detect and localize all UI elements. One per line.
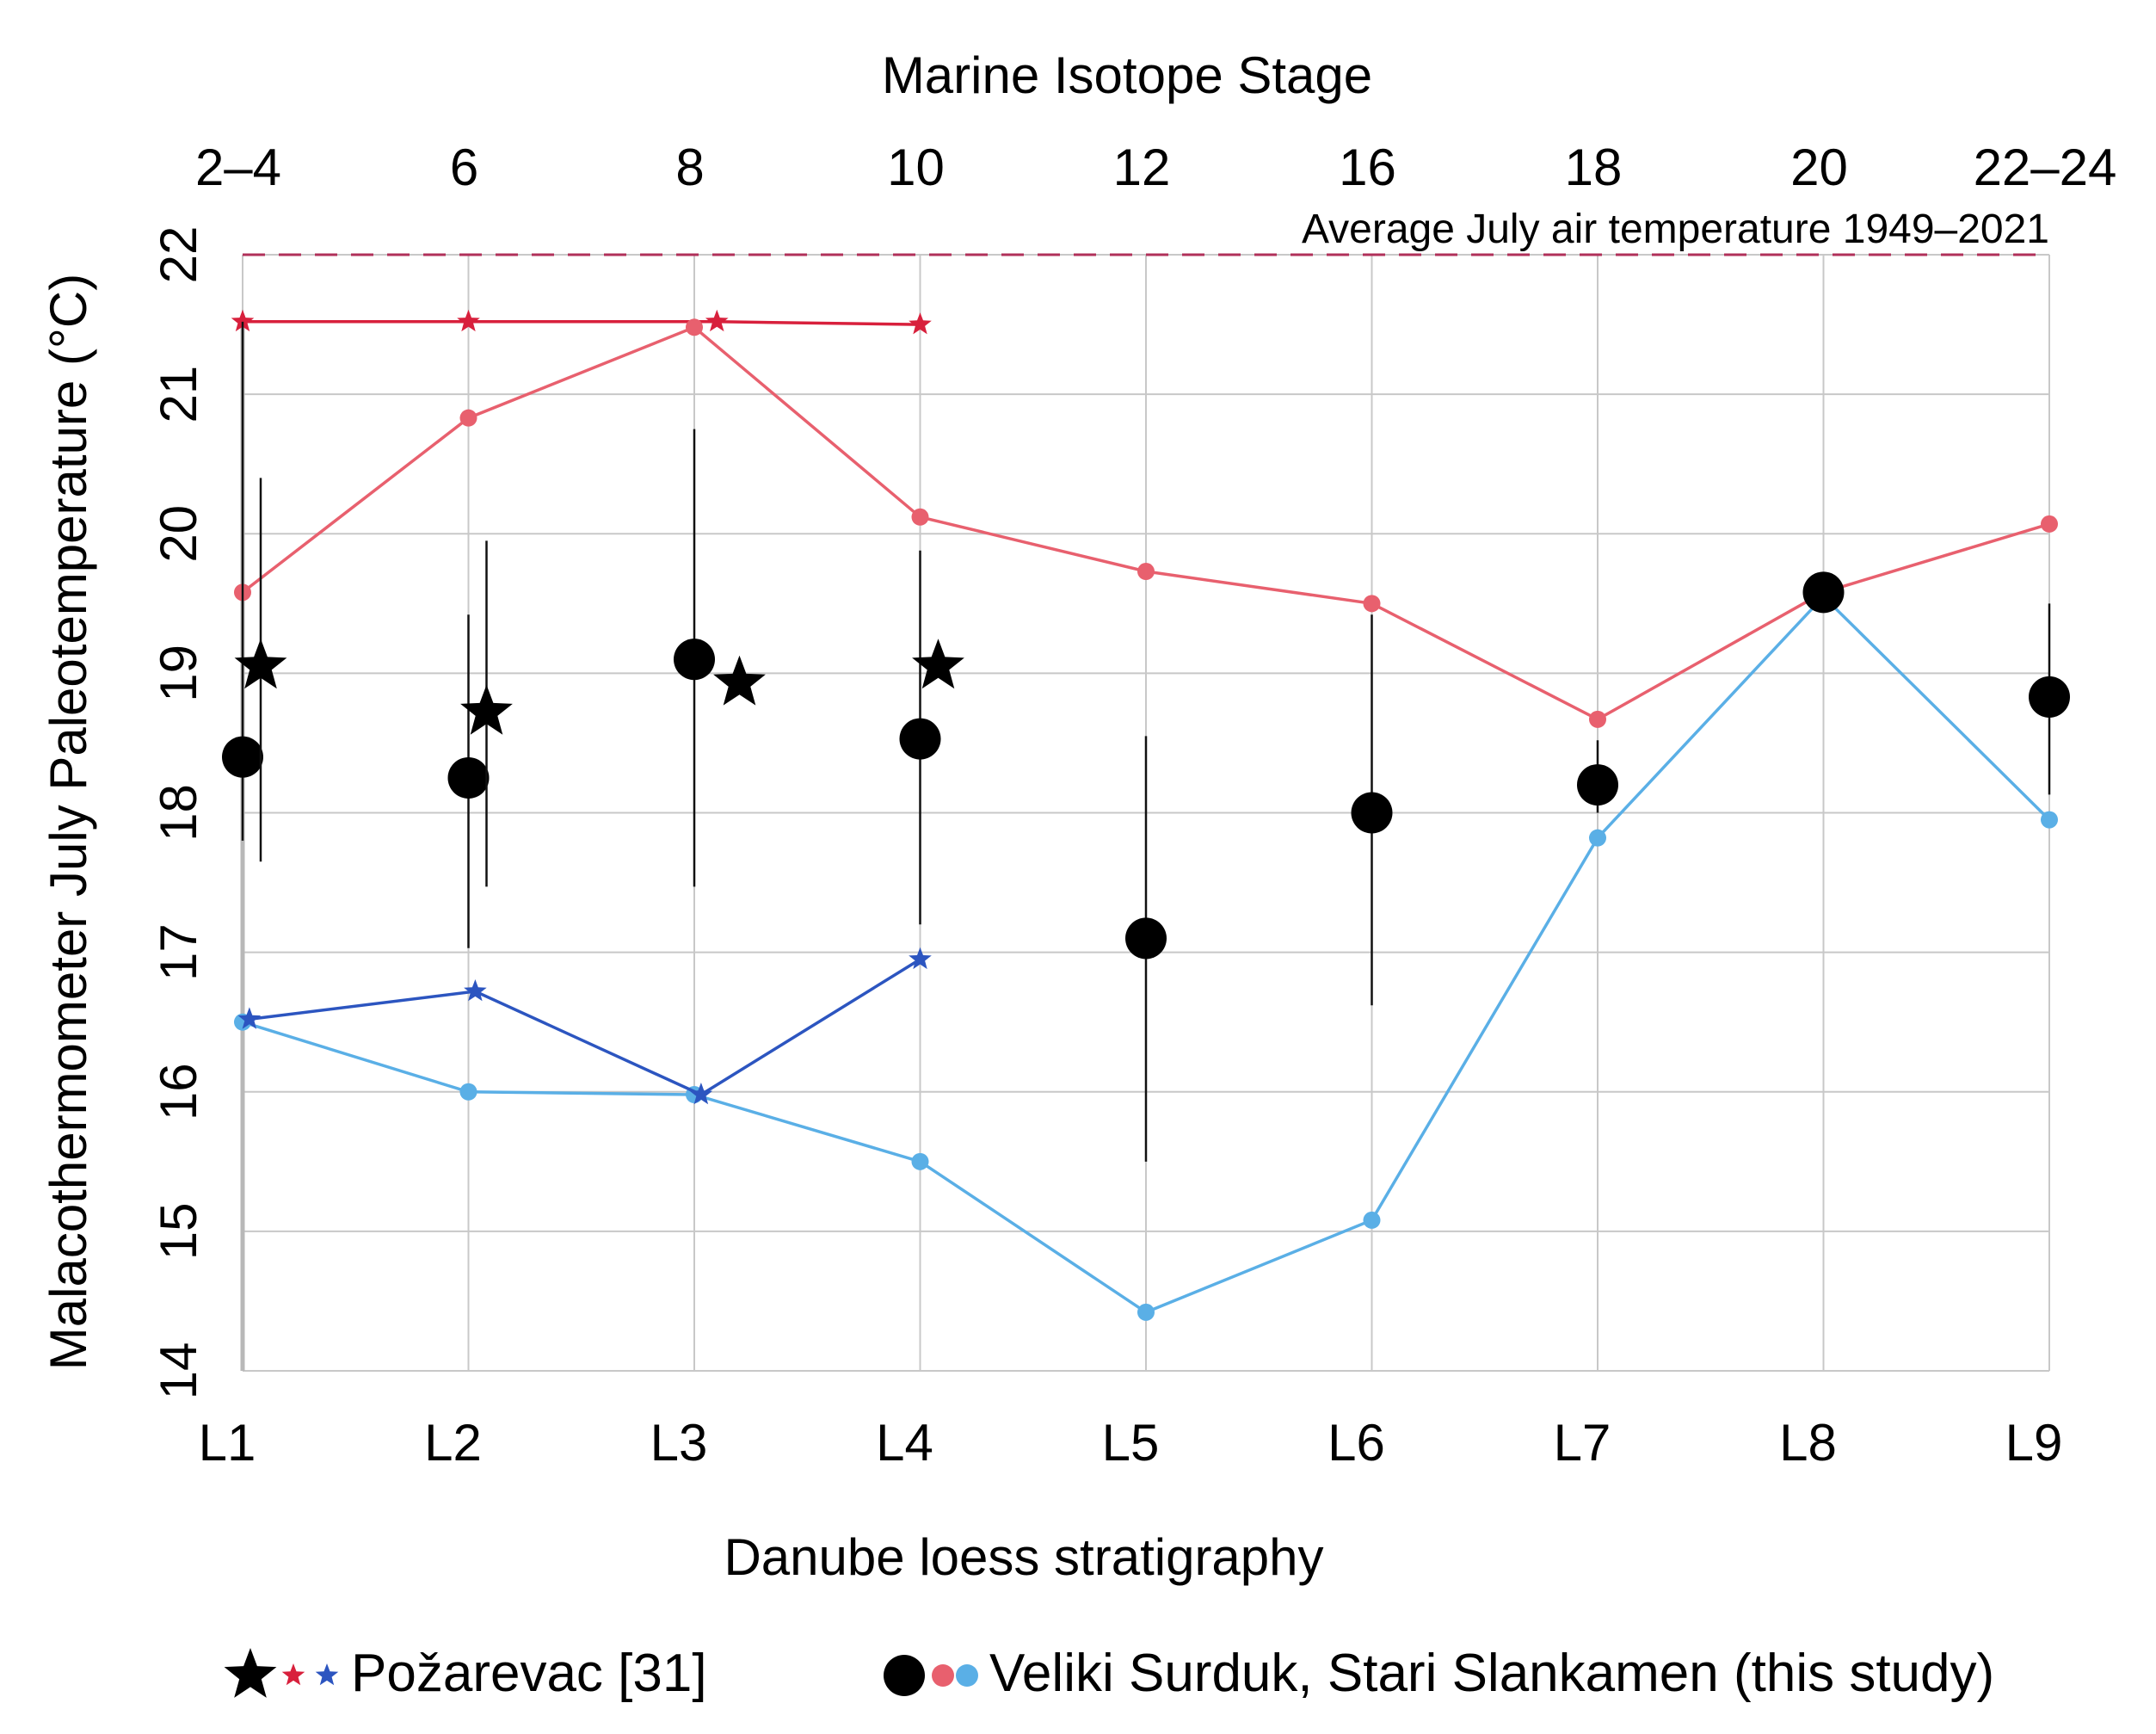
data-point bbox=[705, 309, 729, 332]
data-point bbox=[686, 318, 703, 336]
data-point bbox=[1125, 917, 1167, 960]
data-point bbox=[237, 1007, 262, 1029]
data-point bbox=[459, 1083, 477, 1101]
data-point bbox=[1363, 595, 1381, 613]
legend-item-pozarevac: Požarevac [31] bbox=[224, 1644, 707, 1703]
data-point bbox=[1137, 563, 1155, 581]
data-point bbox=[460, 684, 513, 735]
data-point bbox=[911, 508, 929, 526]
x-tick-label: L3 bbox=[650, 1414, 708, 1472]
data-point bbox=[459, 409, 477, 427]
x-tick-label: L8 bbox=[1779, 1414, 1837, 1472]
data-point bbox=[222, 736, 263, 778]
reference-line-group: Average July air temperature 1949–2021 bbox=[243, 207, 2049, 256]
series bbox=[222, 309, 2070, 1321]
series-2 bbox=[222, 321, 2070, 1162]
data-point bbox=[1137, 1303, 1155, 1321]
data-point bbox=[2041, 811, 2058, 829]
data-point bbox=[1589, 829, 1606, 847]
top-tick-label: 2–4 bbox=[195, 139, 281, 196]
series-line bbox=[243, 320, 921, 326]
data-point bbox=[1577, 764, 1618, 806]
top-tick-label: 6 bbox=[450, 139, 478, 196]
data-point bbox=[674, 639, 715, 681]
x-tick-label: L6 bbox=[1327, 1414, 1385, 1472]
top-tick-label: 22–24 bbox=[1974, 139, 2117, 196]
y-tick-label: 19 bbox=[150, 645, 207, 702]
data-point bbox=[909, 947, 932, 970]
data-point bbox=[899, 718, 941, 760]
top-tick-label: 12 bbox=[1113, 139, 1171, 196]
y-tick-label: 16 bbox=[150, 1063, 207, 1120]
x-tick-label: L9 bbox=[2005, 1414, 2063, 1472]
legend-marker-black-star bbox=[224, 1648, 277, 1698]
legend-item-veliki-surduk: Veliki Surduk, Stari Slankamen (this stu… bbox=[884, 1644, 1994, 1703]
top-axis-title: Marine Isotope Stage bbox=[882, 46, 1372, 104]
legend-marker-red-dot bbox=[932, 1664, 954, 1687]
legend-marker-black-dot bbox=[884, 1655, 925, 1696]
series-5 bbox=[234, 478, 964, 887]
series-0 bbox=[234, 318, 2058, 728]
data-point bbox=[447, 756, 490, 799]
series-3 bbox=[231, 309, 932, 335]
legend-marker-blue-dot bbox=[956, 1664, 978, 1687]
y-tick-label: 22 bbox=[150, 226, 207, 284]
data-point bbox=[1802, 571, 1845, 614]
y-tick-label: 17 bbox=[150, 923, 207, 981]
data-point bbox=[912, 639, 964, 689]
legend-marker-red-star bbox=[281, 1663, 305, 1686]
legend-label-pozarevac: Požarevac [31] bbox=[351, 1644, 707, 1703]
axes: 14 15 16 17 18 19 20 21 22 L1 L2 L3 L4 L5 L6 L7 L8 L9 2–4 6… bbox=[150, 139, 2116, 1472]
reference-line-label: Average July air temperature 1949–2021 bbox=[1302, 207, 2049, 252]
series-line bbox=[249, 958, 921, 1096]
legend-marker-blue-star bbox=[315, 1663, 339, 1686]
data-point bbox=[2041, 515, 2058, 533]
data-point bbox=[909, 312, 932, 335]
data-point bbox=[911, 1152, 929, 1170]
top-tick-label: 16 bbox=[1339, 139, 1396, 196]
top-tick-label: 20 bbox=[1790, 139, 1848, 196]
data-point bbox=[713, 655, 766, 706]
data-point bbox=[234, 639, 287, 689]
y-tick-label: 18 bbox=[150, 784, 207, 842]
x-tick-label: L4 bbox=[876, 1414, 933, 1472]
x-tick-label: L2 bbox=[424, 1414, 482, 1472]
y-tick-label: 15 bbox=[150, 1203, 207, 1261]
series-1 bbox=[234, 588, 2058, 1321]
y-tick-label: 14 bbox=[150, 1342, 207, 1400]
x-tick-label: L5 bbox=[1102, 1414, 1160, 1472]
data-point bbox=[689, 1083, 713, 1105]
data-point bbox=[2029, 676, 2070, 718]
top-tick-label: 10 bbox=[887, 139, 945, 196]
series-4 bbox=[237, 947, 932, 1105]
y-axis-title: Malacothermometer July Paleotemperature … bbox=[40, 274, 97, 1370]
data-point bbox=[464, 979, 487, 1002]
y-tick-label: 20 bbox=[150, 505, 207, 563]
top-tick-label: 18 bbox=[1565, 139, 1623, 196]
legend: Požarevac [31] Veliki Surduk, Stari Slan… bbox=[224, 1644, 1994, 1703]
data-point bbox=[457, 309, 480, 332]
data-point bbox=[1589, 710, 1606, 728]
data-point bbox=[231, 309, 255, 332]
x-tick-label: L1 bbox=[199, 1414, 256, 1472]
data-point bbox=[1351, 792, 1393, 834]
x-tick-label: L7 bbox=[1554, 1414, 1611, 1472]
top-tick-label: 8 bbox=[675, 139, 704, 196]
x-axis-title: Danube loess stratigraphy bbox=[724, 1528, 1323, 1586]
data-point bbox=[1363, 1211, 1381, 1229]
legend-label-veliki-surduk: Veliki Surduk, Stari Slankamen (this stu… bbox=[989, 1644, 1994, 1703]
y-tick-label: 21 bbox=[150, 366, 207, 423]
